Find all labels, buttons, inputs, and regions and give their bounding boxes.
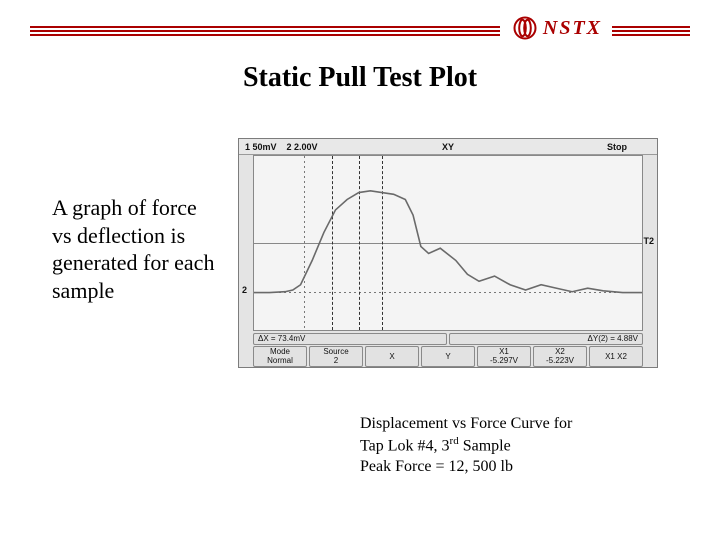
scope-btn-source: Source 2 (309, 346, 363, 367)
caption-line3: Peak Force = 12, 500 lb (360, 457, 660, 477)
nstx-logo-icon (513, 16, 537, 40)
scope-plot-area: 2 T2 (253, 155, 643, 331)
figure-caption: Displacement vs Force Curve for Tap Lok … (360, 414, 660, 478)
scope-channel-marker-right: T2 (643, 236, 654, 246)
scope-status: Stop (607, 142, 657, 152)
scope-ch2-scale: 2 2.00V (287, 142, 318, 152)
oscilloscope-screenshot: 1 50mV 2 2.00V XY Stop 2 T2 ΔX = 73.4mV … (238, 138, 658, 368)
scope-btn-x1x2: X1 X2 (589, 346, 643, 367)
scope-btn-x2: X2 -5.223V (533, 346, 587, 367)
scope-btn-x1: X1 -5.297V (477, 346, 531, 367)
scope-delta-x: ΔX = 73.4mV (253, 333, 447, 345)
scope-btn-mode: Mode Normal (253, 346, 307, 367)
scope-mode: XY (442, 142, 454, 152)
nstx-logo-text: NSTX (543, 17, 602, 40)
scope-topbar: 1 50mV 2 2.00V XY Stop (239, 139, 657, 155)
description-text: A graph of force vs deflection is genera… (52, 194, 217, 304)
scope-btn-y: Y (421, 346, 475, 367)
scope-channel-marker-left: 2 (242, 285, 247, 295)
scope-trace (254, 156, 642, 330)
caption-line2: Tap Lok #4, 3rd Sample (360, 434, 660, 457)
scope-ch1-scale: 1 50mV (245, 142, 277, 152)
scope-btn-x: X (365, 346, 419, 367)
page-title: Static Pull Test Plot (0, 62, 720, 94)
scope-readouts: ΔX = 73.4mV ΔY(2) = 4.88V Mode Normal So… (253, 333, 643, 363)
caption-line1: Displacement vs Force Curve for (360, 414, 660, 434)
nstx-logo: NSTX (507, 16, 608, 40)
scope-delta-y: ΔY(2) = 4.88V (449, 333, 643, 345)
